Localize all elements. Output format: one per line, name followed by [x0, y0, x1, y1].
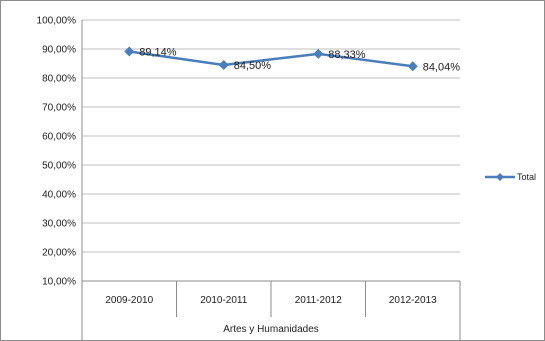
- gridlines: [82, 19, 460, 282]
- x-category-label: 2009-2010: [105, 295, 153, 306]
- legend-marker: [496, 173, 504, 181]
- y-tick-label: 60,00%: [42, 132, 76, 143]
- data-point-marker: [124, 46, 135, 57]
- legend: Total: [485, 172, 536, 182]
- y-tick-label: 70,00%: [42, 103, 76, 114]
- data-point-marker: [313, 48, 324, 59]
- y-tick-label: 100,00%: [37, 16, 77, 27]
- x-axis-categories: 2009-2010 2010-2011 2011-2012 2012-2013: [105, 295, 437, 306]
- y-tick-label: 40,00%: [42, 190, 76, 201]
- x-category-label: 2010-2011: [200, 295, 248, 306]
- data-labels: 89,14% 84,50% 88,33% 84,04%: [139, 46, 460, 73]
- data-label: 84,50%: [234, 60, 272, 72]
- y-tick-label: 90,00%: [42, 45, 76, 56]
- data-point-marker: [407, 61, 418, 72]
- y-tick-label: 80,00%: [42, 74, 76, 85]
- y-tick-label: 20,00%: [42, 248, 76, 259]
- legend-label: Total: [517, 172, 536, 182]
- series-total: [124, 46, 418, 72]
- x-axis-group-label: Artes y Humanidades: [223, 324, 319, 335]
- y-axis-ticks: 10,00% 20,00% 30,00% 40,00% 50,00% 60,00% 70,0…: [37, 16, 77, 288]
- axes: [81, 20, 461, 340]
- y-tick-label: 30,00%: [42, 219, 76, 230]
- x-category-label: 2011-2012: [295, 295, 343, 306]
- y-tick-label: 50,00%: [42, 161, 76, 172]
- data-label: 88,33%: [328, 49, 366, 61]
- x-category-label: 2012-2013: [389, 295, 437, 306]
- data-label: 89,14%: [139, 46, 177, 58]
- data-point-marker: [218, 59, 229, 70]
- data-label: 84,04%: [423, 61, 461, 73]
- y-tick-label: 10,00%: [42, 277, 76, 288]
- series-line: [129, 50, 413, 68]
